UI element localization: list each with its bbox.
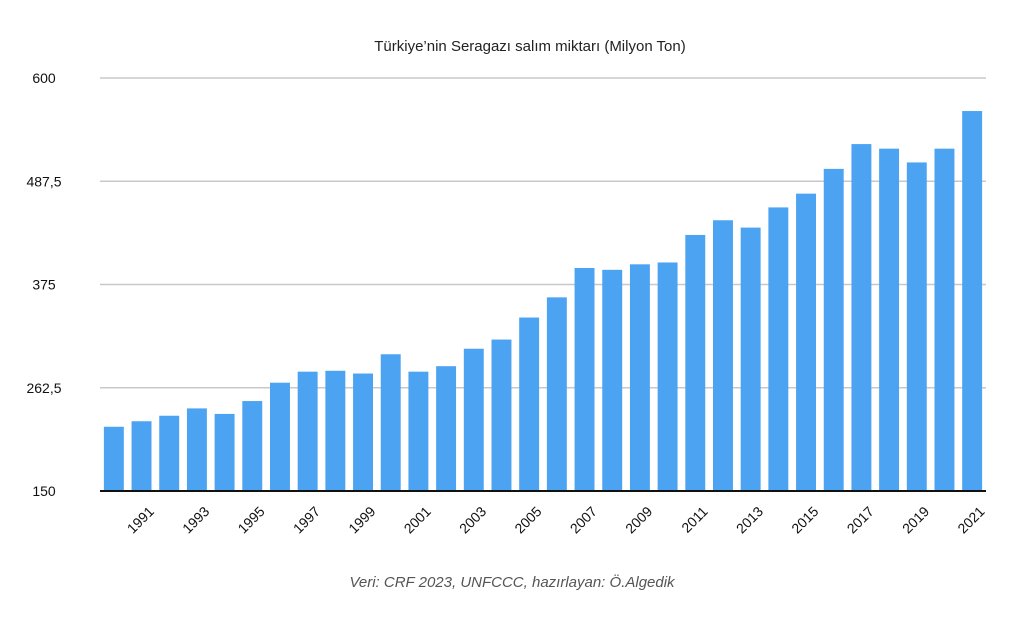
y-tick-label: 262,5 xyxy=(26,380,61,396)
bar-1995 xyxy=(242,401,263,491)
y-axis-ticks: 600 487,5 375 262,5 150 xyxy=(26,70,61,499)
bar-2008 xyxy=(602,269,623,491)
bar-2009 xyxy=(629,264,650,491)
bar-2003 xyxy=(463,348,484,491)
x-tick-label: 2001 xyxy=(401,503,434,536)
source-note: Veri: CRF 2023, UNFCCC, hazırlayan: Ö.Al… xyxy=(349,574,675,591)
bar-2017 xyxy=(851,144,872,491)
x-tick-label: 2013 xyxy=(733,503,766,536)
x-tick-label: 2021 xyxy=(954,503,987,536)
bar-1993 xyxy=(186,408,207,491)
y-tick-label: 600 xyxy=(32,70,56,86)
bar-2012 xyxy=(713,220,733,491)
bar-2002 xyxy=(436,366,457,491)
bar-1999 xyxy=(353,373,373,491)
x-tick-label: 2017 xyxy=(844,503,877,536)
bar-1996 xyxy=(270,382,290,491)
bar-2021 xyxy=(962,111,983,491)
bar-2006 xyxy=(546,297,567,491)
bar-2010 xyxy=(657,262,678,491)
bar-2011 xyxy=(685,234,706,491)
bar-2018 xyxy=(879,148,900,491)
bar-2015 xyxy=(796,193,816,491)
bars xyxy=(103,111,983,492)
x-tick-label: 2003 xyxy=(456,503,489,536)
x-tick-label: 2005 xyxy=(511,503,544,536)
bar-2007 xyxy=(574,267,595,491)
bar-2000 xyxy=(380,354,401,491)
bar-1990 xyxy=(103,426,124,491)
x-tick-label: 1997 xyxy=(290,503,323,536)
y-tick-label: 375 xyxy=(32,277,56,293)
x-tick-label: 2007 xyxy=(567,503,600,536)
y-tick-label: 150 xyxy=(32,483,56,499)
x-tick-label: 2015 xyxy=(788,503,821,536)
bar-2004 xyxy=(491,339,512,491)
bar-2013 xyxy=(740,227,761,491)
x-tick-label: 2011 xyxy=(678,503,711,536)
x-axis-ticks: 1991 1993 1995 1997 1999 2001 2003 2005 2007 2009… xyxy=(124,503,988,536)
bar-1992 xyxy=(159,415,180,491)
x-tick-label: 1995 xyxy=(234,503,267,536)
chart-title: Türkiye’nin Seragazı salım miktarı (Mily… xyxy=(374,38,685,55)
x-tick-label: 2009 xyxy=(622,503,655,536)
bar-1997 xyxy=(297,371,318,491)
bar-1991 xyxy=(131,421,152,491)
bar-2016 xyxy=(823,168,844,492)
bar-2020 xyxy=(934,148,955,491)
x-tick-label: 1991 xyxy=(124,503,157,536)
x-tick-label: 2019 xyxy=(899,503,932,536)
bar-2019 xyxy=(906,162,927,492)
bar-2014 xyxy=(768,207,789,491)
bar-1994 xyxy=(214,413,235,491)
bar-1998 xyxy=(325,370,346,491)
bar-2001 xyxy=(408,371,429,491)
x-tick-label: 1993 xyxy=(179,503,212,536)
bar-2005 xyxy=(519,317,540,491)
x-tick-label: 1999 xyxy=(345,503,378,536)
y-tick-label: 487,5 xyxy=(26,173,61,189)
